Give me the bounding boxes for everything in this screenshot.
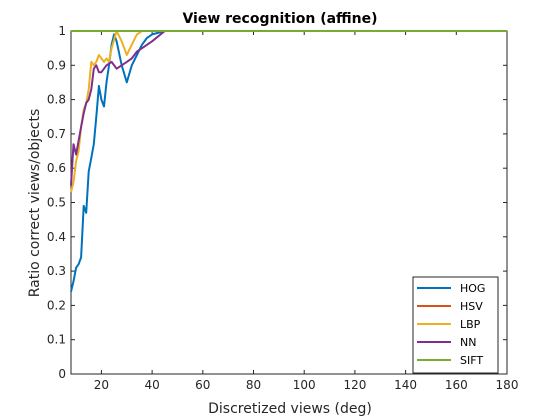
- x-tick-label: 120: [343, 378, 366, 392]
- legend-label-sift: SIFT: [460, 354, 483, 367]
- y-axis-title: Ratio correct views/objects: [27, 109, 43, 298]
- y-tick-label: 0.2: [47, 298, 66, 312]
- y-tick-label: 0.3: [47, 264, 66, 278]
- x-tick-label: 80: [246, 378, 261, 392]
- y-tick-label: 0.1: [47, 333, 66, 347]
- y-tick-label: 0.8: [47, 93, 66, 107]
- legend-label-hog: HOG: [460, 282, 485, 295]
- y-tick-label: 1: [58, 24, 66, 38]
- y-tick-label: 0.7: [47, 127, 66, 141]
- legend-label-nn: NN: [460, 336, 476, 349]
- x-tick-label: 20: [94, 378, 109, 392]
- x-tick-label: 100: [293, 378, 316, 392]
- x-tick-label: 180: [496, 378, 519, 392]
- y-tick-label: 0.9: [47, 58, 66, 72]
- series-line-nn: [70, 30, 507, 186]
- legend-label-hsv: HSV: [460, 300, 483, 313]
- y-tick-label: 0.5: [47, 196, 66, 210]
- y-tick-label: 0: [58, 367, 66, 381]
- x-tick-label: 40: [144, 378, 159, 392]
- x-tick-label: 140: [394, 378, 417, 392]
- x-axis-title: Discretized views (deg): [208, 401, 372, 417]
- legend: HOG HSV LBP NN SIFT: [412, 276, 499, 374]
- legend-label-lbp: LBP: [460, 318, 481, 331]
- y-tick-label: 0.4: [47, 230, 66, 244]
- x-tick-label: 60: [195, 378, 210, 392]
- chart-title: View recognition (affine): [182, 11, 377, 27]
- x-tick-label: 160: [445, 378, 468, 392]
- y-tick-label: 0.6: [47, 161, 66, 175]
